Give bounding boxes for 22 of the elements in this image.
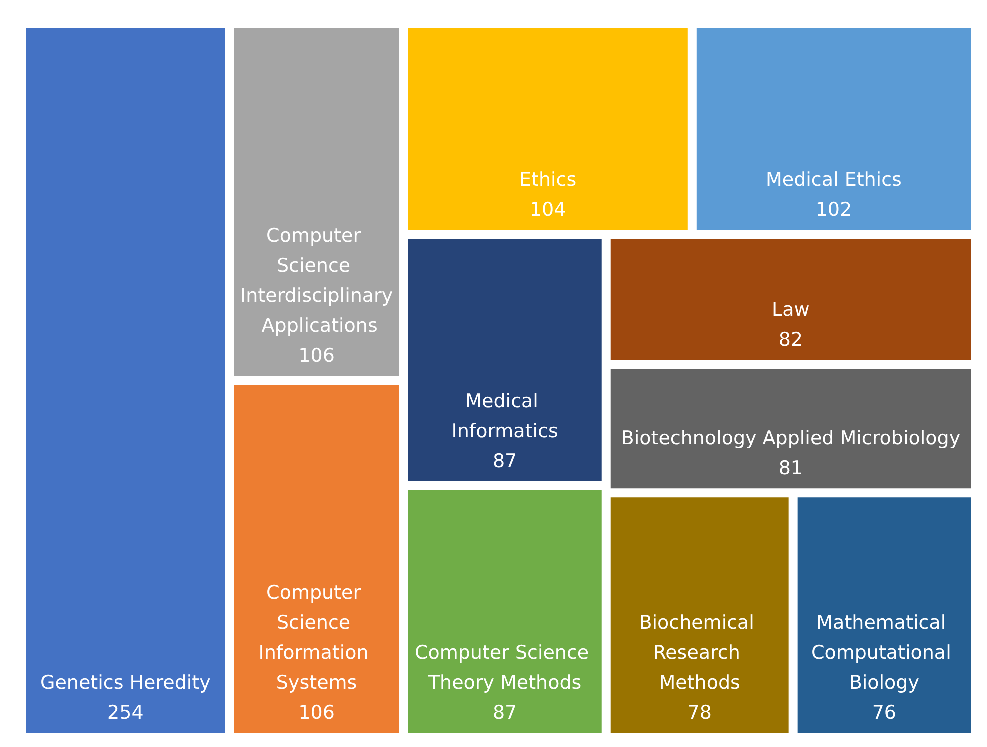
category-label: Medical Ethics xyxy=(766,169,902,192)
data-label: 102 xyxy=(816,199,852,222)
category-label: Biotechnology Applied Microbiology xyxy=(621,428,961,450)
data-label: 106 xyxy=(298,345,335,367)
category-label: Computer Science Information Systems xyxy=(258,582,375,694)
category-label: Law xyxy=(772,299,810,322)
category-label: Medical Informatics xyxy=(452,390,558,443)
data-label: 106 xyxy=(298,702,335,724)
data-label: 76 xyxy=(872,702,897,724)
category-label: Biochemical Research Methods xyxy=(639,612,761,694)
category-label: Computer Science Interdisciplinary Applications xyxy=(240,225,394,337)
category-label: Mathematical Computational Biology xyxy=(811,612,958,694)
data-label: 78 xyxy=(688,702,712,724)
data-label: 82 xyxy=(778,329,804,352)
data-label: 87 xyxy=(492,702,518,724)
data-label: 87 xyxy=(492,450,518,473)
category-label: Computer Science Theory Methods xyxy=(414,642,596,694)
data-label: 254 xyxy=(108,702,144,724)
data-label: 104 xyxy=(530,199,566,222)
data-label: 81 xyxy=(778,458,804,480)
category-label: Genetics Heredity xyxy=(40,672,211,694)
category-label: Ethics xyxy=(520,169,577,192)
